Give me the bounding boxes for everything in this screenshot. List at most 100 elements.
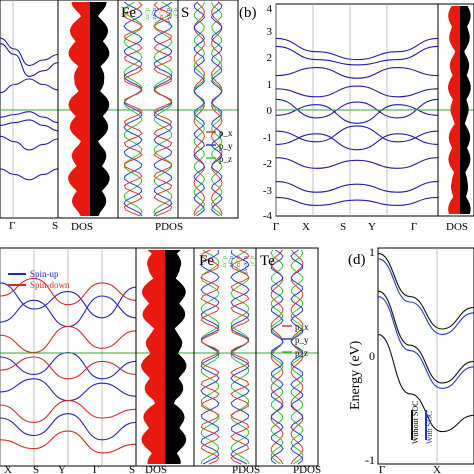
panel-a-s-pdos-1-up	[193, 1, 206, 217]
panel-d-xtick-1: X	[433, 464, 441, 474]
panel-c-fe-orb-0: d_xy	[221, 256, 227, 268]
panel-c-band-9	[0, 430, 137, 454]
panel-c-fe-orb-2: d_xz	[235, 256, 241, 268]
panel-c-pdos-te	[270, 249, 304, 465]
legend-spin-up-label: Spin-up	[30, 269, 59, 279]
panel-a-band-6	[0, 168, 59, 181]
panel-c-te-legend-label-0: p_x	[295, 322, 309, 332]
panel-a-pdos-label: PDOS	[155, 221, 183, 233]
panel-a-fe-pdos-2-up	[123, 1, 143, 217]
panel-d-band-0	[377, 252, 474, 330]
panel-a: Γ S DOS Fe d_xy d_yz d_xz d_x²-y² d_z² PDOS …	[0, 0, 239, 233]
panel-a-band-4	[0, 119, 59, 132]
panel-a-band-2	[0, 78, 59, 94]
panel-b-dos-label: DOS	[446, 221, 468, 233]
panel-c-fe-pdos-2-down	[230, 249, 250, 465]
panel-a-s-legend: p_x p_y p_z	[206, 128, 233, 164]
panel-b-tag: (b)	[239, 5, 257, 21]
panel-c-te-pdos-2-up	[270, 249, 284, 465]
panel-c-xtick-3: Γ	[93, 464, 99, 474]
panel-a-fe-orbital-labels: d_xy d_yz d_xz d_x²-y² d_z²	[144, 8, 178, 26]
legend-without-soc-label: Without SOC	[411, 401, 420, 444]
panel-c-legend: Spin-up Spin-down	[8, 269, 70, 290]
panel-d-ylabel: Energy (eV)	[348, 340, 363, 410]
panel-c-band-8	[0, 400, 137, 423]
panel-d-band-1	[377, 290, 474, 384]
panel-c-fe-pdos-0-down	[230, 249, 250, 465]
panel-a-s-legend-label-0: p_x	[219, 128, 233, 138]
legend-spin-down-label: Spin-down	[30, 280, 70, 290]
panel-a-dos	[68, 2, 110, 216]
panel-c-te-legend: p_x p_y p_z	[282, 322, 309, 358]
panel-d-xtick-0: Γ	[379, 464, 385, 474]
panel-c-te-title: Te	[260, 253, 275, 269]
panel-a-pdos-s-frame	[177, 0, 239, 219]
panel-a-pdos-fe-frame	[117, 0, 179, 219]
panel-a-xtick-gamma: Γ	[9, 220, 15, 232]
panel-b-xtick-3: Y	[368, 221, 376, 233]
panel-b-ytick-5: -1	[263, 132, 272, 144]
panel-c-pdos-te-frame	[255, 247, 319, 467]
panel-c-fe-orb-1: d_yz	[228, 256, 234, 268]
panel-d-tag: (d)	[348, 252, 366, 268]
panel-d-ytick-2: -1	[365, 453, 375, 467]
panel-a-s-legend-label-1: p_y	[219, 141, 233, 151]
panel-c-xtick-2: Y	[58, 464, 66, 474]
panel-a-dos-fill-up	[68, 2, 90, 216]
panel-b-bands	[275, 37, 439, 206]
panel-d-bands	[377, 252, 474, 433]
panel-b-band-4	[275, 98, 439, 119]
panel-a-dos-label: DOS	[71, 221, 93, 233]
panel-a-fe-orb-0: d_xy	[144, 8, 150, 20]
panel-b-band-2	[275, 67, 439, 79]
panel-d-band-4	[377, 296, 474, 389]
panel-c-fe-orb-3: d_x²-y²	[242, 256, 248, 274]
panel-b-ytick-3: 1	[267, 79, 273, 91]
panel-a-band-5	[0, 135, 59, 151]
panel-b-band-0	[275, 37, 439, 61]
panel-c-fe-pdos-1-down	[230, 249, 250, 465]
panel-a-fe-pdos-0-down	[153, 1, 173, 217]
panel-a-xtick-s: S	[52, 220, 58, 232]
panel-c-pdos-label: PDOS	[232, 464, 260, 474]
panel-b: (b) 4 3 2 1 0 -1 -2 -3 -4 Γ X S Y Γ DOS	[239, 3, 474, 233]
panel-a-s-pdos-2-up	[193, 1, 206, 217]
panel-c-xtick-1: S	[33, 464, 39, 474]
panel-a-fe-pdos-1-down	[153, 1, 173, 217]
panel-b-dos-fill-down	[460, 6, 471, 214]
panel-a-bands-frame	[0, 0, 59, 219]
panel-c-pdos-te-label: PDOS	[293, 464, 321, 474]
panel-a-bands	[0, 37, 59, 181]
panel-b-dos-frame	[437, 3, 474, 217]
panel-b-ytick-0: 4	[267, 3, 273, 15]
panel-a-dos-fill-down	[90, 2, 110, 216]
panel-c-dos-fill-up	[141, 250, 165, 464]
panel-d-ytick-1: 0	[369, 349, 375, 363]
panel-b-ytick-8: -4	[263, 210, 273, 222]
panel-d-legend: Without SOC With SOC	[411, 401, 434, 444]
panel-a-band-1	[0, 43, 59, 77]
panel-c-fe-title: Fe	[199, 253, 214, 269]
panel-b-band-5	[275, 104, 439, 124]
panel-b-band-6	[275, 125, 439, 143]
panel-a-fe-pdos-2-down	[153, 1, 173, 217]
panel-c-dos	[141, 250, 187, 464]
panel-b-xtick-4: Γ	[411, 221, 417, 233]
panel-c-fe-pdos-2-up	[200, 249, 220, 465]
panel-a-fe-pdos-1-up	[123, 1, 143, 217]
panel-c-te-legend-label-1: p_y	[295, 335, 309, 345]
panel-c-band-4	[0, 413, 137, 441]
panel-c-te-pdos-2-down	[290, 249, 304, 465]
panel-a-fe-orb-1: d_yz	[151, 8, 157, 20]
panel-c-band-6	[0, 325, 137, 354]
panel-a-fe-pdos-0-up	[123, 1, 143, 217]
panel-a-fe-orb-4: d_z²	[172, 8, 178, 19]
panel-d-ytick-0: 1	[369, 245, 375, 259]
panel-c-dos-label: DOS	[145, 464, 167, 474]
panel-b-ytick-4: 0	[267, 105, 273, 117]
panel-b-ytick-1: 3	[267, 26, 273, 38]
panel-c-band-7	[0, 356, 137, 380]
panel-b-band-8	[275, 157, 439, 169]
